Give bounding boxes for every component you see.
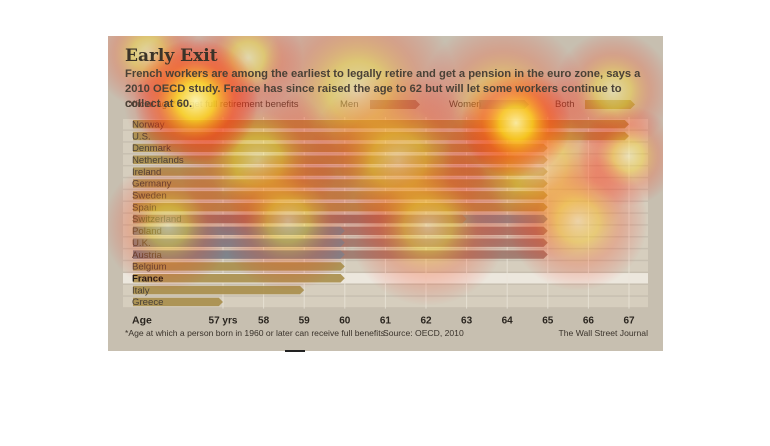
page-marker — [285, 350, 305, 352]
bar-both-greece — [133, 297, 223, 307]
x-tick-66: 66 — [583, 316, 595, 327]
x-tick-60: 60 — [339, 316, 351, 327]
credit-note: The Wall Street Journal — [558, 328, 648, 338]
heat-hotspot-1 — [134, 39, 258, 163]
country-label-italy: Italy — [132, 285, 150, 296]
x-tick-57-yrs: 57 yrs — [209, 316, 238, 327]
chart-figure: NorwayU.S.DenmarkNetherlandsIrelandGerma… — [108, 36, 663, 351]
x-tick-67: 67 — [623, 316, 635, 327]
footnote: *Age at which a person born in 1960 or l… — [125, 328, 385, 338]
country-label-netherlands: Netherlands — [132, 155, 184, 166]
source-note: Source: OECD, 2010 — [383, 328, 464, 338]
x-tick-64: 64 — [502, 316, 514, 327]
x-tick-61: 61 — [380, 316, 392, 327]
heat-blob-12 — [218, 151, 358, 291]
country-label-greece: Greece — [132, 297, 163, 308]
x-tick-59: 59 — [299, 316, 311, 327]
heat-blob-11 — [108, 161, 233, 291]
heat-blob-13 — [348, 146, 508, 306]
heat-hotspot-2 — [461, 68, 571, 178]
chart-subtitle: French workers are among the earliest to… — [125, 68, 641, 110]
chart-title: Early Exit — [125, 46, 218, 66]
x-tick-62: 62 — [420, 316, 432, 327]
x-tick-65: 65 — [542, 316, 554, 327]
x-tick-63: 63 — [461, 316, 473, 327]
x-axis-title: Age — [132, 315, 152, 327]
heat-blob-14 — [508, 151, 648, 291]
chart-svg: NorwayU.S.DenmarkNetherlandsIrelandGerma… — [108, 36, 663, 327]
x-tick-58: 58 — [258, 316, 270, 327]
